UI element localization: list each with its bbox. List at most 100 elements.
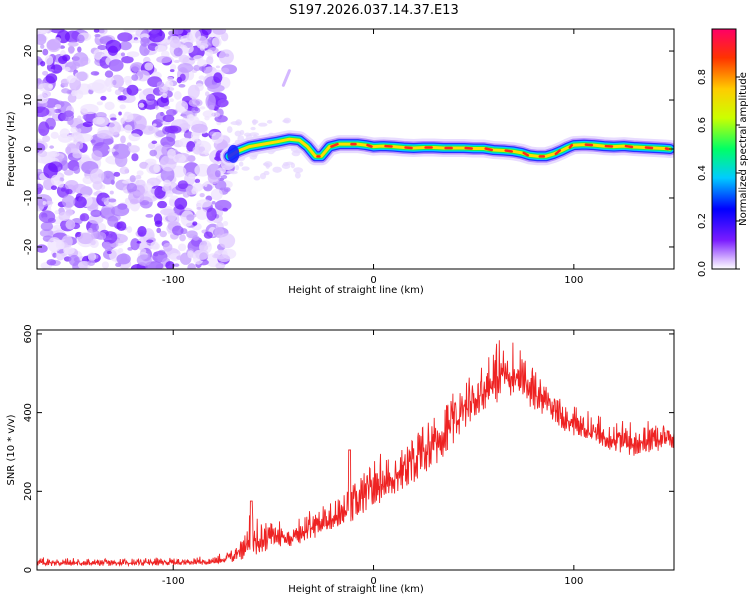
spectrogram-noise-blob — [169, 98, 174, 103]
spectrogram-noise-blob — [163, 179, 172, 187]
spectrogram-noise-blob — [192, 221, 198, 226]
spectrogram-noise-blob — [166, 109, 177, 117]
spectrogram-noise-blob — [220, 174, 228, 180]
spectrogram-y-tick-label: -20 — [23, 239, 34, 255]
spectrogram-noise-blob — [63, 169, 74, 176]
spectrogram-noise-blob — [108, 198, 117, 203]
spectrogram-noise-blob — [75, 133, 93, 143]
spectrogram-noise-blob — [87, 252, 97, 262]
spectrogram-noise-blob — [194, 163, 211, 177]
spectrogram-noise-blob — [187, 263, 196, 269]
spectrogram-noise-blob — [210, 188, 223, 201]
spectrogram-noise-blob — [140, 33, 150, 39]
spectrogram-noise-blob — [106, 87, 112, 93]
spectrogram-noise-blob — [215, 65, 221, 69]
spectrogram-noise-blob — [45, 73, 58, 84]
spectrogram-noise-blob — [136, 170, 144, 176]
spectrogram-noise-blob — [96, 101, 104, 106]
spectrogram-noise-blob — [80, 103, 99, 115]
spectrogram-noise-blob — [146, 162, 160, 175]
spectrogram-noise-blob — [100, 95, 107, 101]
spectrogram-noise-blob — [188, 173, 196, 179]
spectrogram-noise-blob — [44, 55, 54, 66]
spectrogram-noise-blob — [150, 241, 159, 249]
spectrogram-noise-blob — [67, 117, 74, 126]
spectrogram-noise-blob — [67, 45, 75, 55]
spectrogram-noise-blob — [214, 199, 232, 211]
spectrogram-noise-blob — [58, 55, 68, 65]
spectrogram-noise-blob — [221, 67, 230, 73]
spectrogram-noise-blob — [87, 227, 93, 233]
spectrogram-noise-blob — [219, 76, 231, 89]
spectrogram-noise-blob — [37, 168, 43, 175]
spectrogram-noise-blob — [91, 150, 103, 161]
snr-x-axis-label: Height of straight line (km) — [288, 584, 424, 595]
spectrogram-ridge-peak — [484, 147, 493, 152]
spectrogram-faint-blob — [259, 172, 267, 180]
spectrogram-x-axis-label: Height of straight line (km) — [288, 285, 424, 296]
spectrogram-faint-blob — [252, 119, 257, 126]
spectrogram-noise-blob — [115, 262, 122, 267]
spectrogram-noise-blob — [173, 91, 182, 100]
spectrogram-noise-blob — [199, 106, 206, 110]
spectrogram-noise-blob — [101, 197, 107, 202]
spectrogram-noise-blob — [175, 100, 189, 113]
spectrogram-noise-blob — [178, 84, 186, 88]
spectrogram-noise-blob — [70, 148, 81, 154]
spectrogram-noise-blob — [162, 93, 168, 99]
colorbar-tick-label: 0.4 — [697, 165, 708, 181]
spectrogram-noise-blob — [43, 162, 58, 179]
spectrogram-faint-blob — [293, 167, 304, 174]
spectrogram-noise-blob — [222, 221, 229, 227]
spectrogram-noise-blob — [194, 106, 199, 112]
spectrogram-noise-blob — [199, 45, 205, 51]
spectrogram-faint-blob — [234, 164, 240, 171]
spectrogram-noise-blob — [176, 255, 184, 261]
spectrogram-noise-blob — [153, 213, 163, 225]
colorbar-gradient — [711, 28, 737, 270]
spectrogram-noise-blob — [101, 261, 110, 269]
spectrogram-y-tick-label: 0 — [23, 146, 34, 152]
spectrogram-ridge-onset — [227, 144, 240, 163]
spectrogram-noise-blob — [174, 197, 188, 210]
spectrogram-ridge-peak — [522, 151, 530, 157]
spectrogram-ridge-peak — [554, 149, 562, 156]
spectrogram-noise-blob — [128, 133, 141, 142]
spectrogram-noise-blob — [160, 136, 176, 148]
spectrogram-noise-blob — [193, 55, 204, 61]
spectrogram-noise-blob — [161, 185, 170, 192]
spectrogram-noise-blob — [104, 101, 115, 111]
spectrogram-noise-blob — [155, 105, 159, 110]
spectrogram-noise-blob — [123, 29, 138, 33]
spectrogram-noise-blob — [199, 192, 205, 198]
spectrogram-noise-blob — [163, 105, 171, 110]
spectrogram-y-tick-label: 10 — [23, 94, 34, 107]
snr-x-tick-label: -100 — [162, 576, 185, 587]
spectrogram-noise-blob — [212, 29, 227, 35]
spectrogram-noise-blob — [132, 39, 141, 44]
spectrogram-noise-blob — [154, 45, 167, 53]
spectrogram-noise-blob — [54, 104, 62, 109]
spectrogram-noise-blob — [125, 79, 132, 86]
spectrogram-faint-blob — [283, 117, 292, 124]
spectrogram-y-tick-label: 20 — [23, 45, 34, 58]
spectrogram-noise-blob — [188, 98, 203, 108]
spectrogram-faint-blob — [263, 161, 273, 168]
spectrogram-noise-blob — [140, 36, 150, 47]
spectrogram-noise-blob — [77, 46, 82, 53]
spectrogram-noise-blob — [37, 150, 48, 158]
spectrogram-faint-blob — [290, 162, 296, 169]
spectrogram-noise-blob — [92, 116, 106, 125]
spectrogram-noise-blob — [156, 227, 162, 234]
spectrogram-artifact — [281, 69, 291, 87]
spectrogram-noise-blob — [114, 153, 128, 168]
spectrogram-noise-blob — [173, 263, 180, 267]
spectrogram-noise-blob — [120, 135, 126, 144]
spectrogram-noise-blob — [104, 70, 114, 78]
spectrogram-noise-blob — [58, 211, 71, 222]
spectrogram-noise-blob — [187, 250, 195, 259]
spectrogram-noise-blob — [118, 111, 122, 116]
spectrogram-noise-blob — [60, 160, 69, 171]
spectrogram-noise-blob — [40, 44, 45, 49]
spectrogram-noise-blob — [70, 126, 78, 133]
